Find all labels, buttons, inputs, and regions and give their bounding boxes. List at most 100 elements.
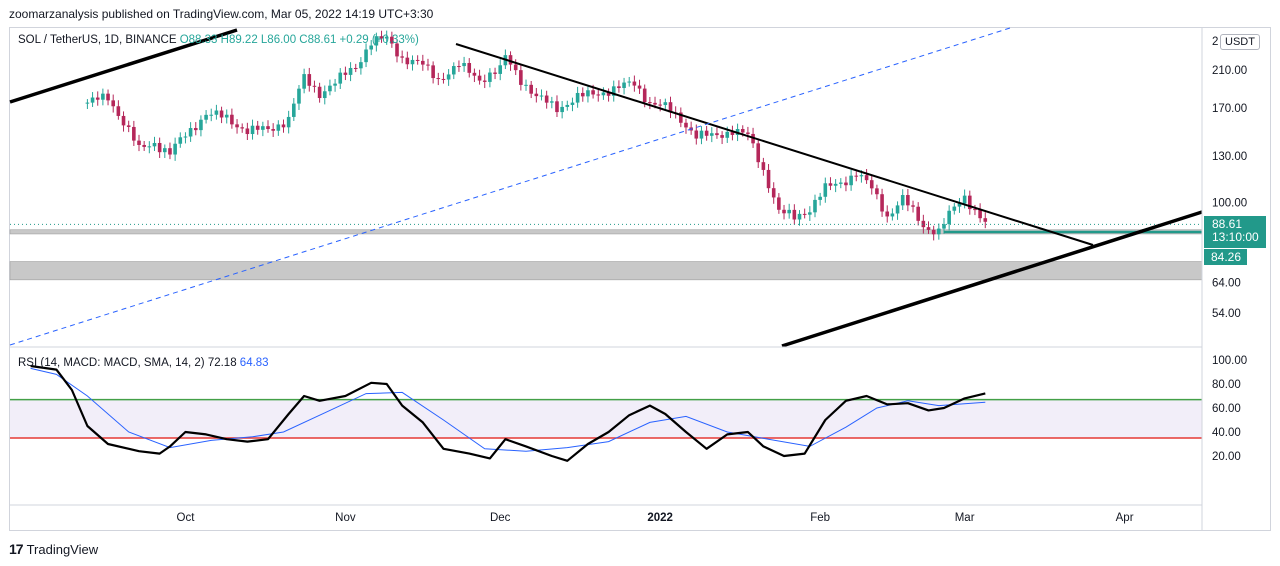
candle-body [771, 188, 776, 198]
candle-body [766, 169, 771, 189]
candle-body [173, 143, 177, 155]
candle-body [224, 114, 229, 118]
candle-body [106, 93, 110, 101]
candle-body [632, 81, 637, 86]
candle-body [364, 49, 368, 63]
candle-body [302, 74, 306, 89]
candle-body [859, 175, 864, 177]
candle-body [838, 182, 843, 184]
candle-body [163, 148, 167, 153]
candle-body [813, 199, 817, 213]
candle-body [534, 93, 539, 97]
candle-body [286, 116, 291, 128]
upper-rising-trendline [9, 28, 238, 104]
candle-body [875, 188, 879, 195]
candle-body [570, 102, 575, 105]
candle-body [849, 175, 853, 186]
candle-body [353, 67, 358, 69]
candle-body [637, 85, 642, 89]
rsi-tick-label: 60.00 [1212, 403, 1241, 415]
time-tick-label: 2022 [647, 512, 673, 524]
candle-body [178, 137, 183, 144]
candle-body [116, 106, 121, 116]
candle-body [281, 124, 286, 128]
candle-body [312, 85, 317, 87]
candle-body [983, 218, 988, 222]
candle-body [147, 146, 152, 148]
candle-body [498, 65, 503, 74]
candle-body [369, 45, 374, 50]
time-tick-label: Oct [177, 512, 196, 524]
rsi-signal-value: 64.83 [239, 357, 269, 369]
candle-body [457, 66, 461, 68]
candle-body [390, 36, 394, 44]
candle-body [255, 125, 260, 130]
candle-body [844, 182, 848, 186]
candle-body [188, 128, 193, 137]
candle-body [379, 36, 384, 39]
candle-body [462, 63, 466, 67]
candle-body [627, 81, 632, 83]
candle-body [828, 183, 833, 186]
tradingview-logo[interactable]: 17 TradingView [9, 541, 98, 557]
candle-body [725, 131, 730, 138]
candle-body [699, 130, 704, 139]
candle-body [900, 195, 905, 206]
candle-body [921, 220, 926, 228]
candle-body [601, 92, 606, 96]
candle-body [591, 90, 595, 95]
candle-body [322, 91, 327, 99]
candle-body [777, 197, 781, 210]
rsi-tick-label: 40.00 [1212, 427, 1241, 439]
candle-body [95, 97, 100, 100]
price-tick-label: 100.00 [1212, 198, 1247, 210]
last-price-value: 88.61 [1212, 217, 1243, 231]
candle-body [890, 213, 895, 217]
candle-body [957, 203, 962, 207]
candle-body [137, 140, 141, 145]
candle-body [410, 59, 415, 65]
candle-body [937, 228, 941, 235]
candle-body [648, 102, 652, 104]
candle-body [833, 183, 838, 186]
candle-body [441, 78, 446, 80]
candle-body [565, 104, 570, 107]
last-price-tag: 88.61 13:10:00 [1204, 216, 1266, 248]
candle-body [808, 212, 812, 215]
candle-body [931, 229, 936, 235]
candle-body [694, 130, 699, 139]
time-tick-label: Feb [810, 512, 830, 524]
price-tick-label: 170.00 [1212, 103, 1247, 115]
rsi-line [30, 364, 986, 462]
candle-body [658, 104, 662, 106]
candle-body [250, 125, 255, 135]
candle-body [611, 86, 616, 96]
candle-body [421, 60, 425, 65]
candle-body [261, 126, 265, 130]
candle-body [756, 143, 761, 163]
candle-body [524, 84, 528, 86]
candle-body [606, 92, 611, 96]
support-level-tag: 84.26 [1204, 249, 1247, 265]
candle-body [962, 195, 967, 204]
brand-name: TradingView [26, 541, 99, 557]
candle-body [555, 101, 559, 113]
candle-body [704, 130, 709, 136]
rsi-tick-label: 80.00 [1212, 379, 1241, 391]
candle-body [292, 103, 296, 117]
candle-body [586, 90, 590, 97]
candle-body [802, 213, 807, 215]
candle-body [709, 133, 714, 136]
candle-body [472, 72, 477, 76]
candle-body [111, 100, 116, 107]
price-tick-label: 54.00 [1212, 308, 1241, 320]
price-tick-label: 130.00 [1212, 151, 1247, 163]
currency-badge[interactable]: USDT [1220, 34, 1260, 50]
candle-body [183, 136, 188, 138]
tradingview-icon: 17 [9, 541, 24, 557]
candle-body [854, 175, 859, 177]
candle-body [235, 124, 239, 128]
candle-body [967, 195, 972, 210]
candle-body [653, 102, 657, 105]
